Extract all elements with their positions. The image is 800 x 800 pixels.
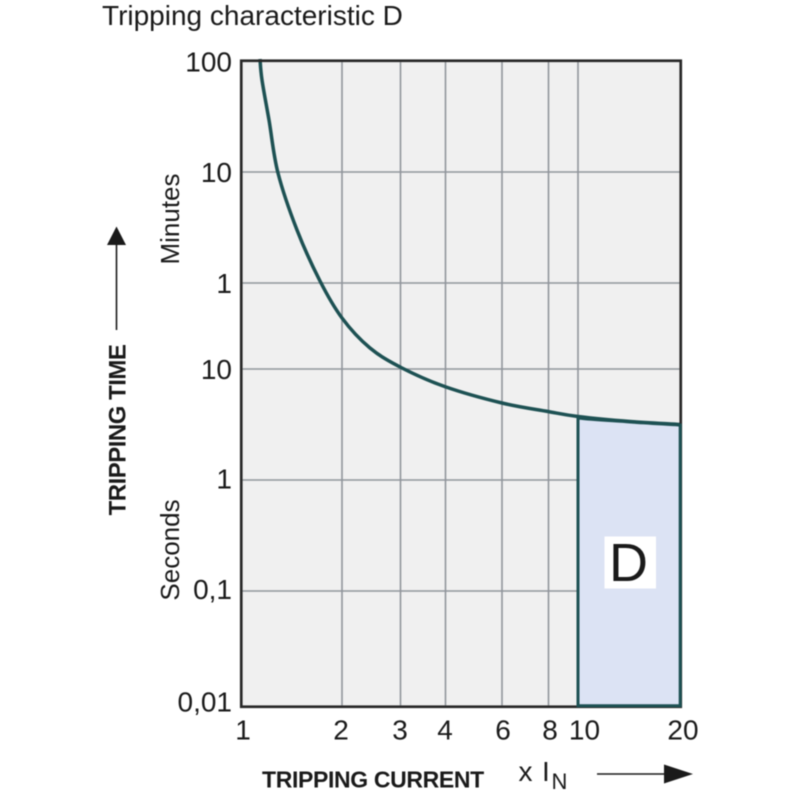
svg-text:100: 100 xyxy=(185,47,232,78)
svg-text:TRIPPING CURRENT: TRIPPING CURRENT xyxy=(262,766,484,792)
svg-text:1: 1 xyxy=(216,268,232,299)
svg-text:0,01: 0,01 xyxy=(178,687,233,718)
svg-text:1: 1 xyxy=(235,715,251,746)
svg-text:N: N xyxy=(552,769,568,794)
svg-text:10: 10 xyxy=(201,354,232,385)
svg-text:D: D xyxy=(609,533,648,593)
svg-text:x: x xyxy=(519,756,533,787)
svg-text:4: 4 xyxy=(437,715,453,746)
svg-text:Seconds: Seconds xyxy=(155,499,185,600)
svg-text:2: 2 xyxy=(333,715,349,746)
svg-text:10: 10 xyxy=(569,715,600,746)
svg-text:I: I xyxy=(542,756,550,787)
svg-text:6: 6 xyxy=(495,715,511,746)
svg-text:0,1: 0,1 xyxy=(193,574,232,605)
svg-text:10: 10 xyxy=(201,157,232,188)
svg-text:Minutes: Minutes xyxy=(155,173,185,264)
svg-text:TRIPPING TIME: TRIPPING TIME xyxy=(105,344,132,515)
svg-text:3: 3 xyxy=(392,715,408,746)
svg-text:Tripping characteristic D: Tripping characteristic D xyxy=(102,0,403,31)
svg-text:20: 20 xyxy=(667,715,698,746)
svg-text:8: 8 xyxy=(542,715,558,746)
svg-text:1: 1 xyxy=(216,464,232,495)
